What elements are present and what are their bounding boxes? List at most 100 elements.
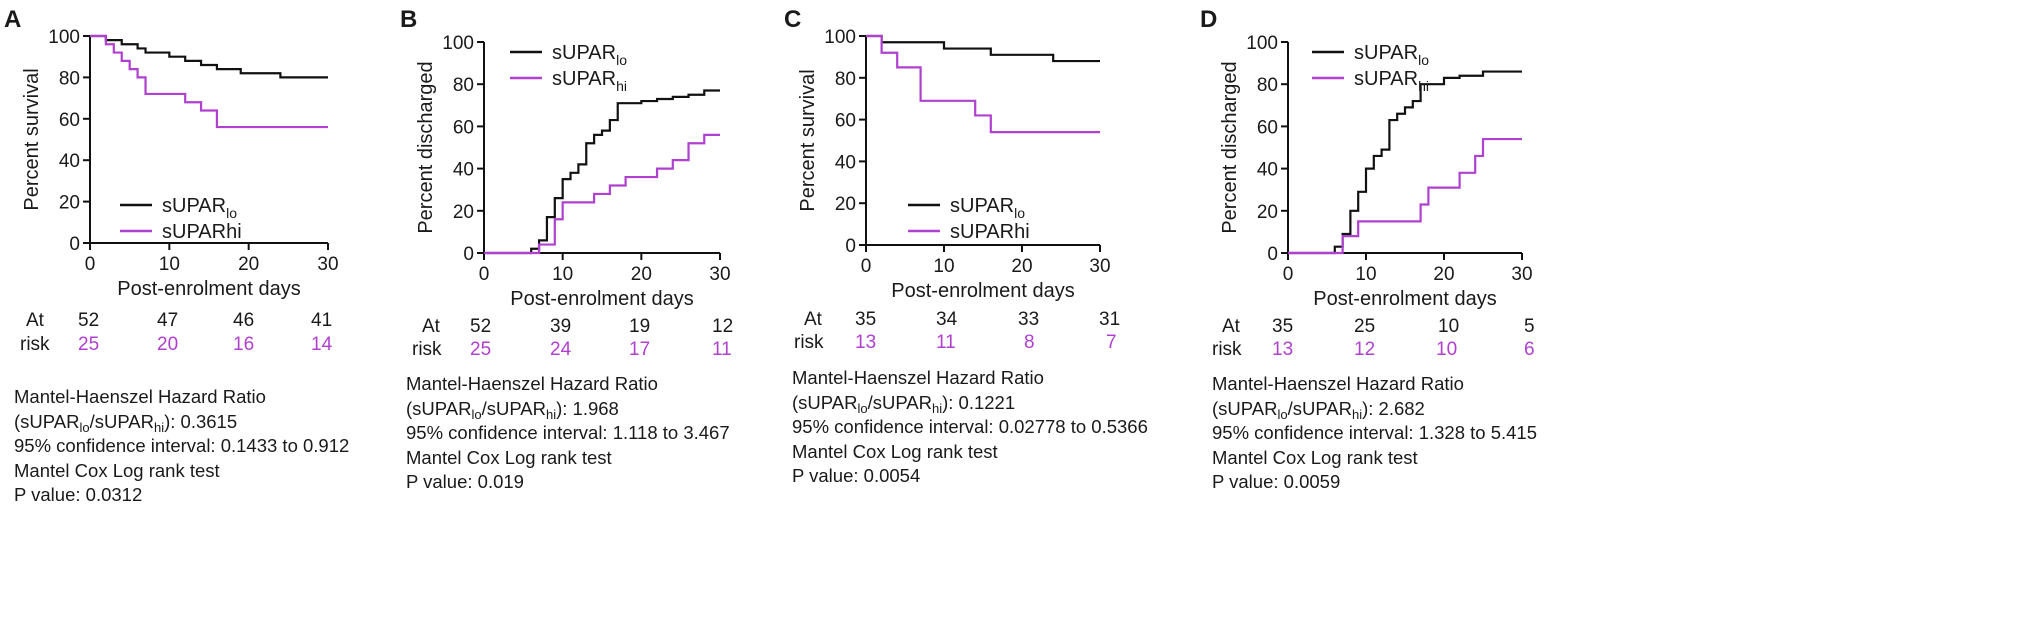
at-risk-hi-3: 11 (712, 339, 732, 360)
x-tick-label: 0 (85, 254, 96, 275)
at-risk-lo-3: 5 (1524, 316, 1535, 337)
legend-label-hi: sUPARhi (162, 221, 242, 243)
x-tick-label: 10 (1355, 264, 1376, 285)
at-risk-hi-1: 11 (936, 332, 956, 353)
panel-d: D 0 20 40 60 80 100 0 10 20 30 Post-enrolment days… (1192, 0, 1692, 634)
y-tick-label: 20 (835, 194, 856, 215)
series-line-sUPARhi (484, 133, 720, 255)
at-risk-hi-2: 17 (629, 339, 651, 360)
series-line-sUPARlo (484, 89, 720, 255)
y-tick-label: 100 (824, 27, 856, 48)
series-line-sUPARhi (866, 34, 1100, 134)
y-tick-label: 60 (59, 110, 80, 131)
stats-ratio: (sUPARlo/sUPARhi): 0.1221 (792, 391, 1016, 416)
x-tick-label: 20 (1433, 264, 1454, 285)
legend-label-lo: sUPARlo (1354, 42, 1429, 68)
y-tick-label: 0 (463, 244, 474, 265)
at-risk-lo-2: 46 (233, 310, 255, 331)
y-tick-label: 80 (59, 68, 80, 89)
at-risk-label-1: At (422, 316, 440, 337)
stats-test: Mantel Cox Log rank test (14, 459, 220, 481)
at-risk-lo-2: 33 (1018, 309, 1040, 330)
at-risk-lo-0: 52 (78, 310, 100, 331)
x-tick-label: 0 (479, 264, 490, 285)
stats-ci: 95% confidence interval: 0.1433 to 0.912 (14, 435, 350, 456)
stats-p: P value: 0.0054 (792, 465, 921, 486)
y-tick-label: 0 (845, 236, 856, 257)
at-risk-lo-0: 35 (1272, 316, 1294, 337)
stats-ci: 95% confidence interval: 0.02778 to 0.53… (792, 416, 1148, 437)
at-risk-hi-0: 25 (470, 339, 492, 360)
y-tick-label: 100 (442, 33, 474, 54)
at-risk-hi-2: 10 (1436, 339, 1458, 360)
at-risk-hi-1: 20 (157, 334, 179, 355)
stats-block: Mantel-Haenszel Hazard Ratio (sUPARlo/sU… (14, 385, 349, 508)
y-axis-title: Percent discharged (415, 61, 437, 233)
panel-b: B 0 20 40 60 80 100 0 10 20 30 Post-enrolment days… (392, 0, 892, 634)
stats-block: Mantel-Haenszel Hazard Ratio (sUPARlo/sU… (792, 366, 1148, 489)
at-risk-lo-1: 47 (157, 310, 179, 331)
stats-title: Mantel-Haenszel Hazard Ratio (792, 367, 1044, 388)
y-tick-label: 60 (835, 111, 856, 132)
stats-ratio: (sUPARlo/sUPARhi): 2.682 (1212, 397, 1425, 422)
at-risk-table: At risk 52 47 46 41 25 20 16 14 (0, 310, 500, 370)
stats-ci: 95% confidence interval: 1.118 to 3.467 (406, 422, 730, 443)
x-tick-label: 20 (631, 264, 652, 285)
at-risk-lo-0: 35 (855, 309, 877, 330)
y-axis-title: Percent survival (21, 68, 43, 210)
survival-chart: 0 20 40 60 80 100 0 10 20 30 Post-enrolment days Pe… (797, 27, 1111, 302)
x-tick-label: 30 (1511, 264, 1532, 285)
stats-block: Mantel-Haenszel Hazard Ratio (sUPARlo/sU… (1212, 372, 1537, 495)
y-tick-label: 80 (1257, 75, 1278, 96)
panel-label: D (1200, 6, 1218, 33)
at-risk-label-1: At (26, 310, 44, 331)
y-tick-label: 100 (48, 27, 80, 48)
at-risk-label-1: At (804, 309, 822, 330)
at-risk-lo-3: 31 (1099, 309, 1121, 330)
x-tick-label: 10 (159, 254, 180, 275)
y-tick-label: 0 (1267, 244, 1278, 265)
y-tick-label: 40 (453, 160, 474, 181)
stats-ratio: (sUPARlo/sUPARhi): 0.3615 (14, 410, 238, 435)
y-tick-label: 100 (1246, 33, 1278, 54)
stats-p: P value: 0.0312 (14, 484, 143, 505)
stats-test: Mantel Cox Log rank test (1212, 446, 1418, 468)
y-tick-label: 80 (835, 69, 856, 90)
y-tick-label: 20 (453, 202, 474, 223)
at-risk-hi-2: 8 (1024, 332, 1035, 353)
at-risk-lo-2: 19 (629, 316, 651, 337)
at-risk-lo-3: 41 (311, 310, 333, 331)
y-axis-title: Percent survival (797, 69, 819, 211)
at-risk-lo-1: 25 (1354, 316, 1376, 337)
y-tick-label: 40 (59, 151, 80, 172)
at-risk-table: At risk 35 34 33 31 13 11 8 7 (778, 309, 1278, 369)
y-tick-label: 40 (1257, 160, 1278, 181)
at-risk-hi-0: 13 (1272, 339, 1294, 360)
series-line-sUPARhi (90, 34, 328, 129)
at-risk-hi-3: 6 (1524, 339, 1535, 360)
series-line-sUPARlo (1288, 70, 1522, 255)
legend-label-lo: sUPARlo (162, 195, 237, 221)
x-axis-title: Post-enrolment days (117, 278, 300, 300)
x-tick-label: 20 (1011, 256, 1032, 277)
panel-label: B (400, 6, 418, 33)
at-risk-lo-0: 52 (470, 316, 492, 337)
y-tick-label: 0 (69, 234, 80, 255)
x-tick-label: 30 (317, 254, 338, 275)
survival-chart: 0 20 40 60 80 100 0 10 20 30 Post-enrolment days Pe… (21, 27, 339, 300)
stats-test: Mantel Cox Log rank test (406, 446, 612, 468)
at-risk-label-2: risk (412, 339, 442, 360)
x-tick-label: 0 (1283, 264, 1294, 285)
at-risk-table: At risk 35 25 10 5 13 12 10 6 (1192, 316, 1692, 376)
at-risk-hi-3: 7 (1106, 332, 1117, 353)
at-risk-hi-0: 25 (78, 334, 100, 355)
y-axis-title: Percent discharged (1219, 61, 1241, 233)
legend-label-hi: sUPARhi (950, 221, 1030, 243)
stats-p: P value: 0.019 (406, 471, 524, 492)
legend-label-lo: sUPARlo (552, 42, 627, 68)
discharge-chart: 0 20 40 60 80 100 0 10 20 30 Post-enrolment days Pe… (1219, 33, 1533, 310)
panel-label: A (4, 6, 22, 33)
stats-block: Mantel-Haenszel Hazard Ratio (sUPARlo/sU… (406, 372, 730, 495)
at-risk-lo-1: 39 (550, 316, 572, 337)
y-tick-label: 60 (1257, 117, 1278, 138)
